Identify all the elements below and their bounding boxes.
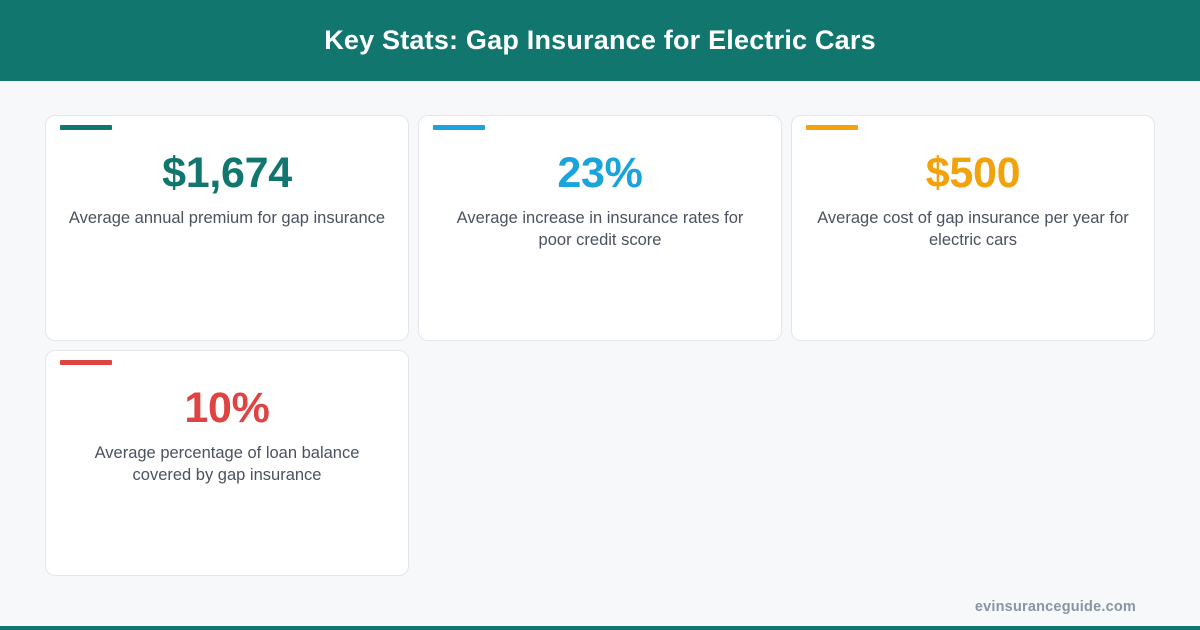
accent-bar: [60, 360, 112, 365]
footer-domain: evinsuranceguide.com: [974, 599, 1136, 615]
page-title: Key Stats: Gap Insurance for Electric Ca…: [324, 25, 876, 55]
header-banner: Key Stats: Gap Insurance for Electric Ca…: [0, 0, 1200, 81]
accent-bar: [60, 125, 112, 130]
stat-description: Average cost of gap insurance per year f…: [817, 209, 1129, 249]
stat-card: 10% Average percentage of loan balance c…: [45, 350, 409, 576]
stat-description: Average annual premium for gap insurance: [68, 209, 386, 227]
stat-value: 10%: [184, 384, 270, 432]
stats-grid: $1,674 Average annual premium for gap in…: [45, 115, 1155, 576]
accent-bar: [806, 125, 858, 130]
stat-value: $1,674: [162, 149, 292, 197]
stat-card: $1,674 Average annual premium for gap in…: [45, 115, 409, 341]
accent-bar: [433, 125, 485, 130]
stat-value: $500: [925, 149, 1021, 197]
stat-value: 23%: [557, 149, 643, 197]
stat-card: 23% Average increase in insurance rates …: [418, 115, 782, 341]
stat-description: Average percentage of loan balance cover…: [94, 444, 360, 484]
stat-description: Average increase in insurance rates for …: [456, 209, 744, 249]
bottom-accent-line: [0, 626, 1200, 630]
stat-card: $500 Average cost of gap insurance per y…: [791, 115, 1155, 341]
